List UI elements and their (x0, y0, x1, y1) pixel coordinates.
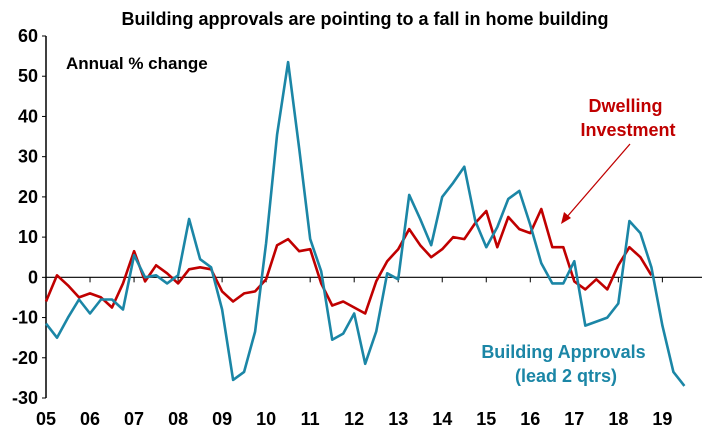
x-axis-ticks: 05 06 07 08 09 10 11 12 13 14 15 16 17 18 19 (36, 277, 672, 429)
x-tick-label: 13 (388, 409, 408, 429)
x-tick-label: 16 (520, 409, 540, 429)
legend-label-dwelling-investment: Dwelling Investment (580, 96, 675, 140)
annotation-annual-change: Annual % change (66, 54, 208, 73)
x-tick-label: 12 (344, 409, 364, 429)
x-tick-label: 18 (608, 409, 628, 429)
series-line-building-approvals (44, 60, 686, 387)
y-tick-label: 0 (28, 267, 38, 287)
x-tick-label: 06 (80, 409, 100, 429)
y-tick-label: 50 (18, 66, 38, 86)
x-tick-label: 15 (476, 409, 496, 429)
x-tick-label: 08 (168, 409, 188, 429)
y-tick-label: 30 (18, 147, 38, 167)
y-tick-label: 40 (18, 106, 38, 126)
x-tick-label: 05 (36, 409, 56, 429)
y-tick-label: -20 (12, 348, 38, 368)
y-tick-label: 20 (18, 187, 38, 207)
annotation-arrow-head (561, 212, 571, 224)
legend-label-building-approvals: Building Approvals (lead 2 qtrs) (481, 342, 650, 386)
y-tick-label: 60 (18, 26, 38, 46)
series-line-dwelling-investment (44, 207, 653, 315)
y-axis-ticks: -30 -20 -10 0 10 20 30 40 50 60 (12, 26, 46, 408)
annotation-arrow-line (565, 143, 631, 219)
x-tick-label: 10 (256, 409, 276, 429)
x-tick-label: 11 (301, 409, 320, 429)
x-tick-label: 17 (564, 409, 584, 429)
x-tick-label: 09 (212, 409, 232, 429)
chart-title: Building approvals are pointing to a fal… (121, 9, 608, 29)
x-tick-label: 19 (652, 409, 672, 429)
x-tick-label: 14 (432, 409, 452, 429)
y-tick-label: 10 (18, 227, 38, 247)
x-tick-label: 07 (124, 409, 144, 429)
y-tick-label: -10 (12, 308, 38, 328)
y-tick-label: -30 (12, 388, 38, 408)
